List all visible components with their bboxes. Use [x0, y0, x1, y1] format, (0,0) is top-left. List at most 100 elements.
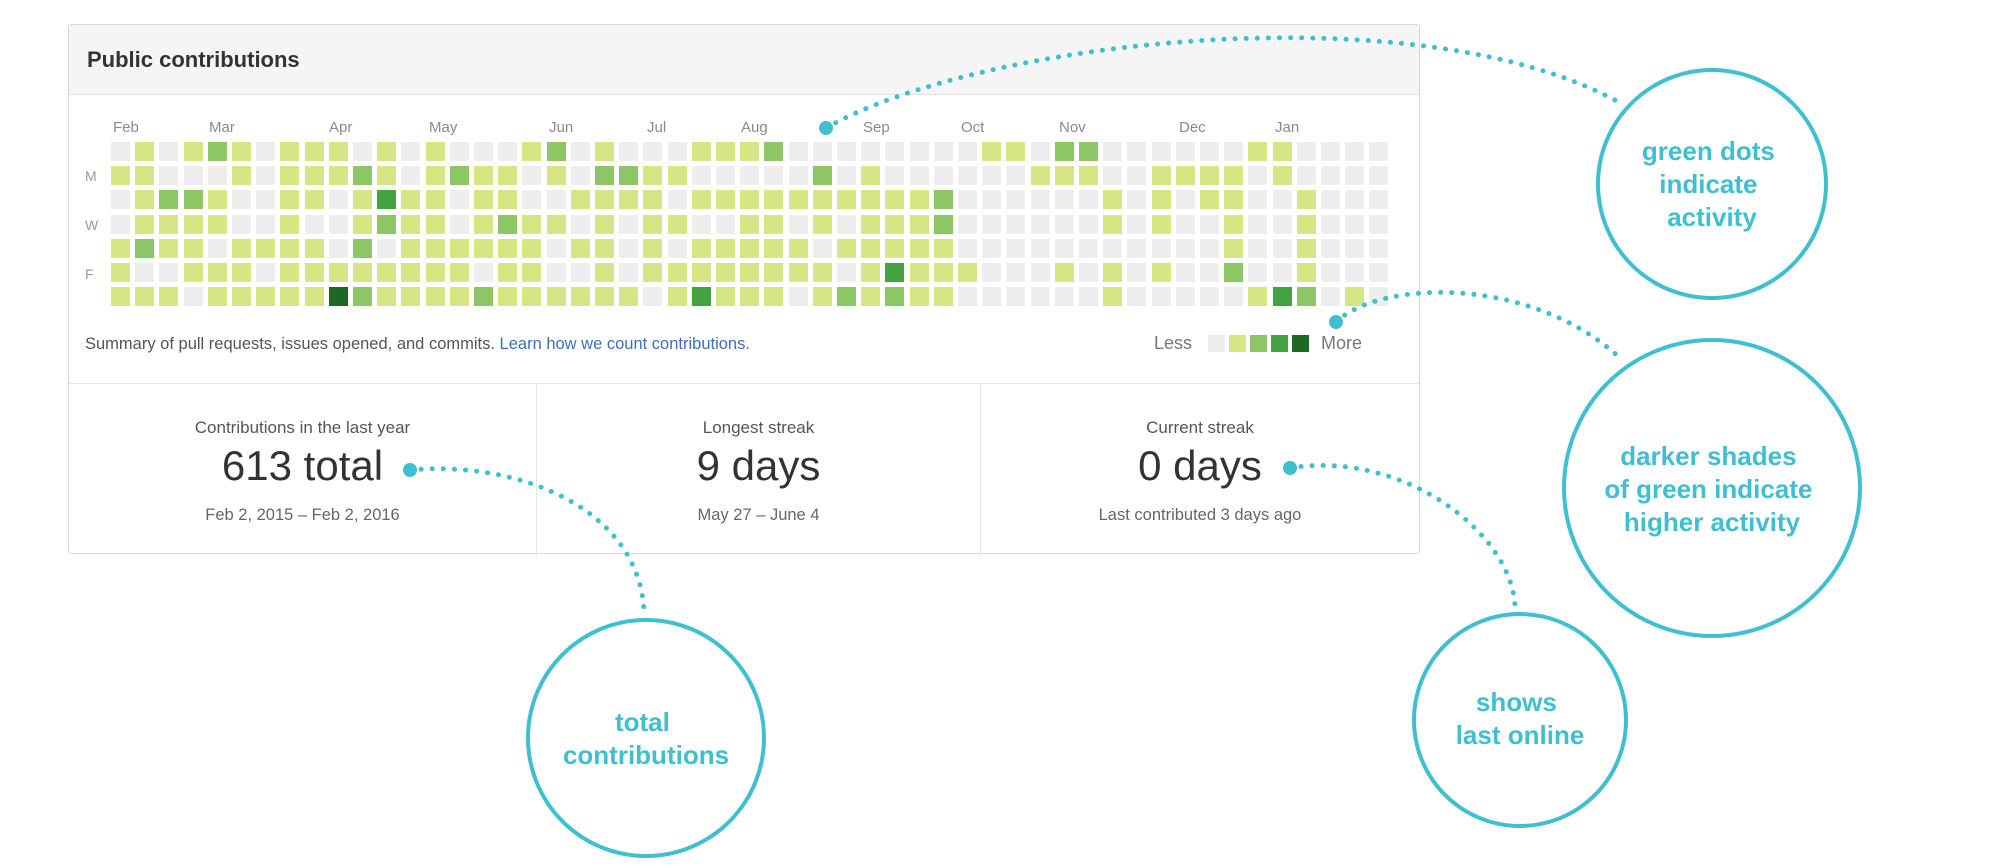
heatmap-cell	[861, 142, 881, 161]
stat-label: Current streak	[1146, 418, 1254, 437]
heatmap-cell	[570, 190, 590, 210]
heatmap-cell	[546, 142, 566, 161]
heatmap-cell	[1369, 214, 1389, 234]
heatmap-cell	[837, 190, 856, 210]
heatmap-cell	[522, 142, 542, 161]
heatmap-cell	[812, 142, 832, 161]
day-label: M	[85, 168, 97, 184]
heatmap-cell	[425, 142, 445, 161]
heatmap-cell	[716, 166, 735, 186]
heatmap-cell	[1296, 214, 1316, 234]
heatmap-cell	[256, 166, 276, 186]
heatmap-cell	[619, 214, 639, 234]
heatmap-cell	[909, 238, 929, 258]
heatmap-cell	[1079, 214, 1098, 234]
heatmap-cell	[1151, 190, 1171, 210]
heatmap-cell	[837, 166, 856, 186]
heatmap-cell	[595, 214, 614, 234]
heatmap-cell	[1200, 263, 1219, 282]
heatmap-cell	[1248, 263, 1268, 282]
heatmap-cell	[570, 214, 590, 234]
heatmap-cell	[304, 190, 324, 210]
heatmap-cell	[328, 238, 348, 258]
heatmap-cell	[885, 190, 905, 210]
heatmap-cell	[1127, 238, 1147, 258]
heatmap-cell	[232, 287, 251, 307]
heatmap-cell	[812, 263, 832, 282]
heatmap-cell	[377, 142, 397, 161]
heatmap-cell	[958, 287, 977, 307]
heatmap-cell	[159, 214, 179, 234]
heatmap-cell	[691, 214, 711, 234]
heatmap-cell	[135, 263, 155, 282]
legend-swatch-2	[1250, 335, 1268, 352]
heatmap-cell	[1200, 166, 1219, 186]
heatmap-cell	[764, 190, 784, 210]
heatmap-cell	[1127, 263, 1147, 282]
heatmap-cell	[1006, 287, 1026, 307]
heatmap-cell	[1296, 142, 1316, 161]
heatmap-cell	[740, 287, 760, 307]
heatmap-cell	[135, 238, 155, 258]
heatmap-cell	[764, 238, 784, 258]
heatmap-cell	[474, 287, 493, 307]
heatmap-cell	[425, 287, 445, 307]
heatmap-cell	[353, 190, 372, 210]
heatmap-cell	[1369, 238, 1389, 258]
heatmap-cell	[111, 287, 130, 307]
heatmap-cell	[522, 190, 542, 210]
heatmap-cell	[958, 214, 977, 234]
heatmap-cell	[159, 142, 179, 161]
heatmap-cell	[861, 214, 881, 234]
legend-swatch-0	[1208, 335, 1226, 352]
heatmap-cell	[1248, 166, 1268, 186]
heatmap-cell	[716, 238, 735, 258]
heatmap-cell	[1054, 166, 1074, 186]
heatmap-cell	[546, 287, 566, 307]
month-label: Sep	[863, 119, 890, 136]
heatmap-cell	[401, 142, 421, 161]
heatmap-cell	[1272, 214, 1292, 234]
heatmap-cell	[570, 287, 590, 307]
heatmap-cell	[788, 142, 808, 161]
heatmap-cell	[764, 214, 784, 234]
legend-swatch-1	[1229, 335, 1247, 352]
heatmap-cell	[958, 190, 977, 210]
heatmap-cell	[1321, 142, 1340, 161]
heatmap-cell	[667, 214, 687, 234]
month-label: May	[429, 119, 458, 136]
heatmap-cell	[1248, 214, 1268, 234]
heatmap-cell	[1175, 263, 1195, 282]
heatmap-cell	[1248, 142, 1268, 161]
heatmap-cell	[401, 238, 421, 258]
heatmap-cell	[280, 287, 300, 307]
heatmap-cell	[933, 238, 953, 258]
heatmap-cell	[1054, 142, 1074, 161]
heatmap-cell	[1079, 263, 1098, 282]
heatmap-cell	[643, 238, 663, 258]
heatmap-cell	[982, 214, 1002, 234]
heatmap-cell	[1369, 263, 1389, 282]
heatmap-cell	[595, 263, 614, 282]
summary-text: Summary of pull requests, issues opened,…	[85, 335, 495, 353]
heatmap-cell	[474, 214, 493, 234]
heatmap-cell	[1224, 287, 1244, 307]
heatmap-cell	[619, 142, 639, 161]
learn-contributions-link[interactable]: Learn how we count contributions.	[499, 335, 750, 353]
heatmap-cell	[764, 166, 784, 186]
heatmap-cell	[764, 142, 784, 161]
month-label: Jan	[1275, 119, 1300, 136]
stat-subtext: Feb 2, 2015 – Feb 2, 2016	[205, 506, 400, 524]
heatmap-cell	[595, 238, 614, 258]
heatmap-cell	[1006, 238, 1026, 258]
heatmap-cell	[1006, 214, 1026, 234]
heatmap-cell	[691, 238, 711, 258]
heatmap-cell	[401, 190, 421, 210]
heatmap-cell	[716, 190, 735, 210]
heatmap-cell	[716, 142, 735, 161]
heatmap-cell	[691, 166, 711, 186]
heatmap-cell	[595, 190, 614, 210]
heatmap-cell	[1345, 214, 1365, 234]
heatmap-cell	[1272, 287, 1292, 307]
heatmap-cell	[1151, 263, 1171, 282]
